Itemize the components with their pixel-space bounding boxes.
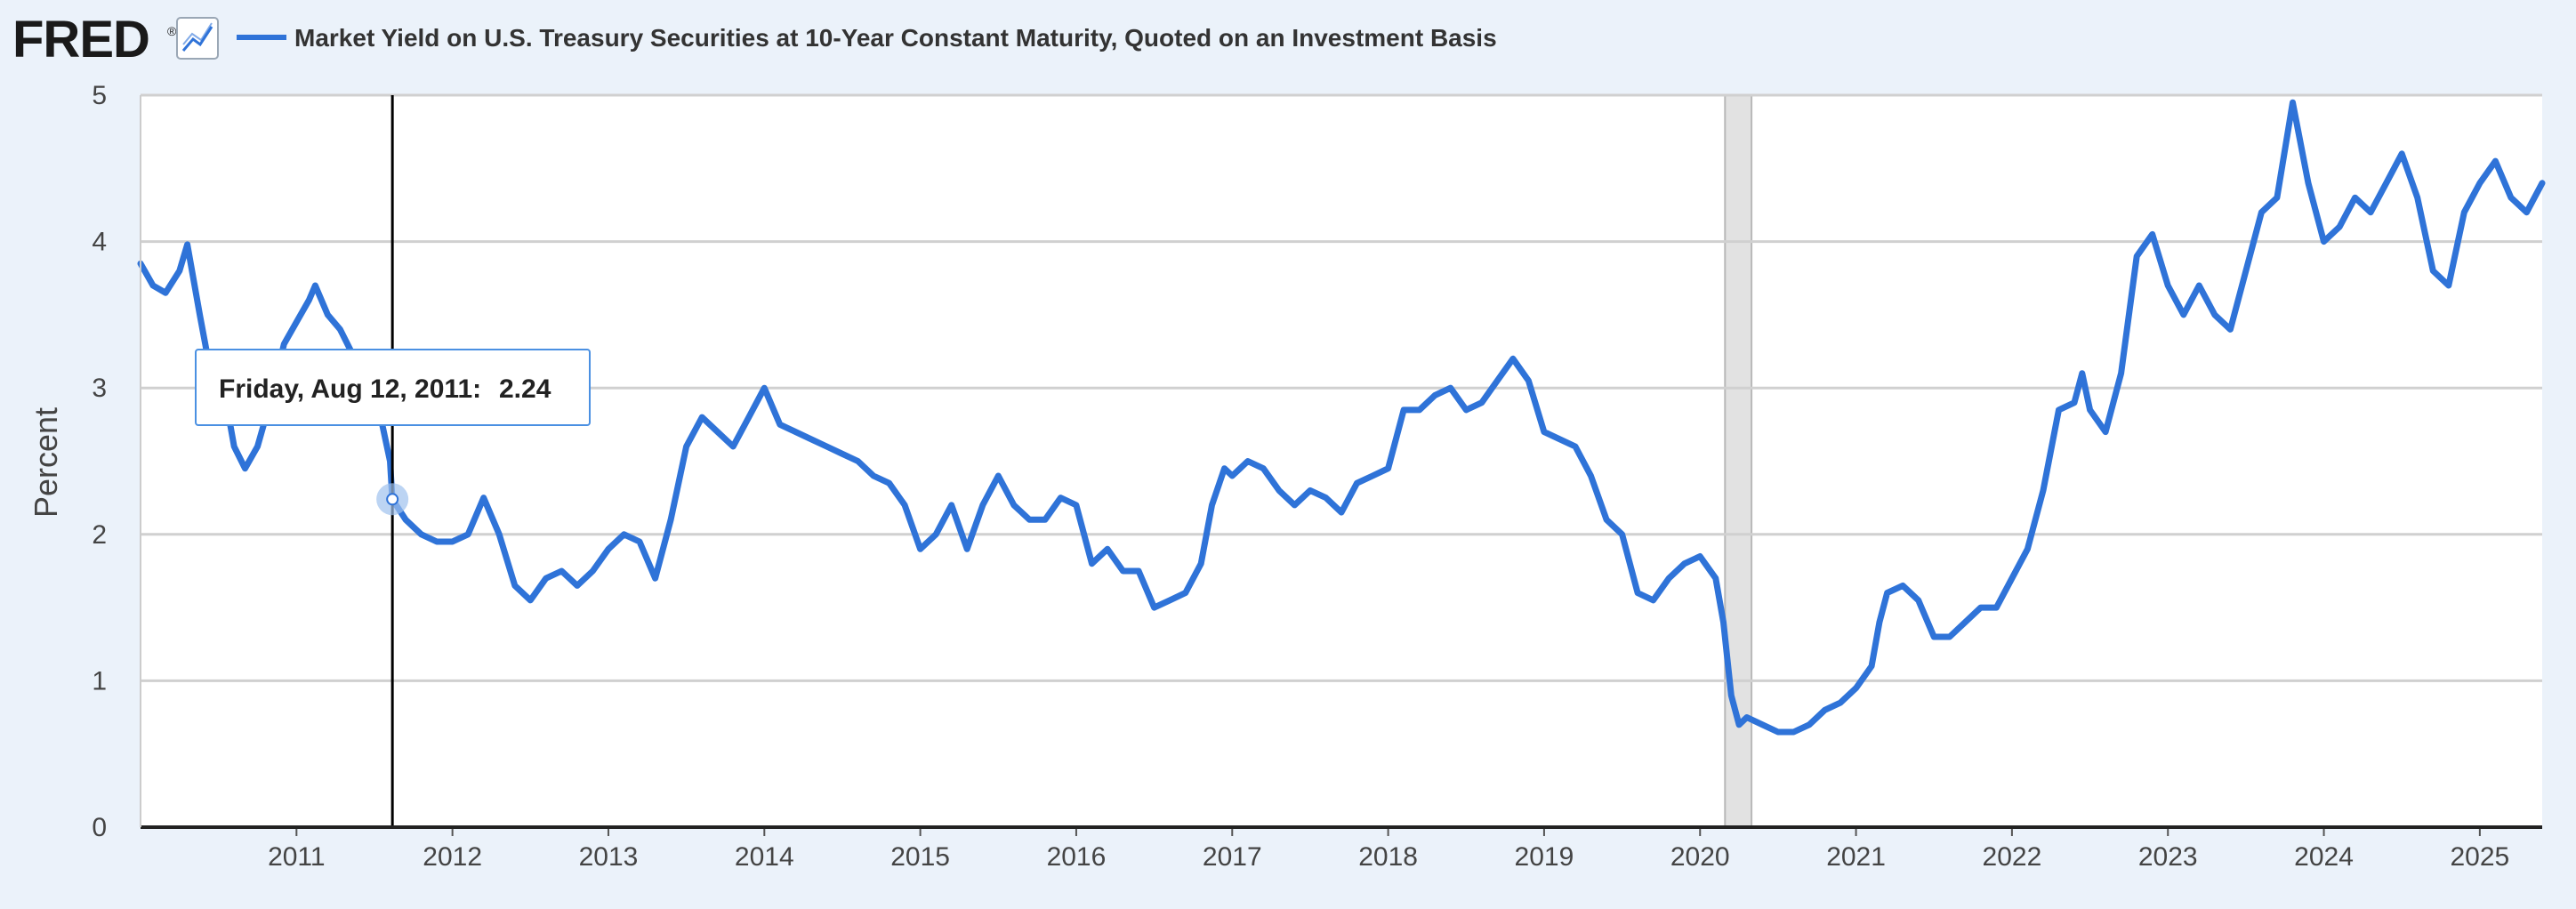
y-tick-label: 1 [92,666,107,696]
hover-marker[interactable] [386,493,399,506]
x-tick-label: 2013 [579,842,639,872]
y-axis-title: Percent [28,407,64,518]
x-tick-label: 2019 [1515,842,1574,872]
y-tick-label: 4 [92,228,107,257]
series-layer [137,99,2546,736]
tooltip-value: 2.24 [499,374,551,404]
chart-header: FRED ® Market Yield on U.S. Treasury Sec… [12,11,1497,68]
x-tick-label: 2020 [1670,842,1730,872]
y-tick-label: 2 [92,520,107,550]
x-tick-label: 2012 [423,842,482,872]
y-tick-label: 3 [92,374,107,403]
x-tick-label: 2014 [735,842,794,872]
x-tick-label: 2022 [1983,842,2042,872]
x-tick-label: 2015 [890,842,950,872]
x-tick-label: 2021 [1826,842,1886,872]
y-tick-label: 5 [92,81,107,110]
tooltip-box [195,349,591,426]
plot-area [141,95,2542,826]
fred-logo[interactable]: FRED [12,11,150,68]
y-tick-label: 0 [92,813,107,842]
tooltip-date: Friday, Aug 12, 2011: [219,374,481,404]
y-axis: 0 1 2 3 4 5 [92,81,107,842]
x-tick-label: 2016 [1047,842,1107,872]
x-tick-label: 2018 [1358,842,1418,872]
series-title: Market Yield on U.S. Treasury Securities… [294,24,1497,52]
x-tick-label: 2024 [2294,842,2354,872]
x-axis: 2011 2012 2013 2014 2015 2016 2017 2018 2019 2020… [268,827,2509,872]
tooltip: Friday, Aug 12, 2011: 2.24 [195,349,591,426]
x-tick-label: 2017 [1203,842,1262,872]
x-tick-label: 2025 [2450,842,2509,872]
graph-icon[interactable] [176,17,219,60]
grid-layer [141,93,2542,682]
series-line[interactable] [137,99,2546,736]
recession-layer [1724,94,1753,828]
x-tick-label: 2011 [268,842,326,872]
registered-mark: ® [167,24,177,38]
x-tick-label: 2023 [2138,842,2198,872]
recession-band [1724,94,1753,828]
